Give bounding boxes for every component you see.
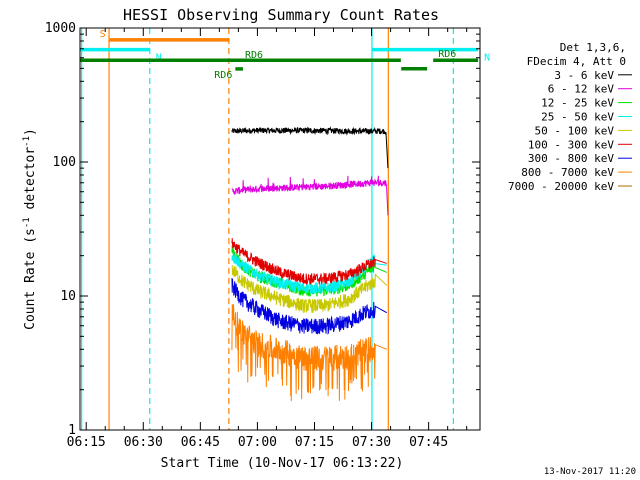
y-tick-label-2: 100 (53, 155, 76, 170)
legend-header-1: FDecim 4, Att 0 (527, 55, 626, 68)
y-axis: 1 10 100 1000 (45, 21, 480, 438)
flag-label-1: N (156, 53, 162, 64)
legend-entry-4: 12 - 25 keV (541, 97, 614, 110)
plot-frame (79, 27, 481, 431)
y-axis-label-main: Count Rate (s (23, 228, 38, 330)
legend-entry-9: 800 - 7000 keV (521, 166, 614, 179)
legend-header-0: Det 1,3,6, (560, 41, 626, 54)
flag-label-4: RD6 (438, 49, 456, 60)
chart-title: HESSI Observing Summary Count Rates (123, 6, 439, 24)
x-tick-label-1: 06:30 (124, 435, 163, 450)
series-line-1 (231, 175, 389, 216)
x-axis: 06:15 06:30 06:45 07:00 07:15 07:30 07:45 (67, 28, 468, 450)
footer-date: 13-Nov-2017 11:20 (544, 467, 636, 477)
flag-label-2: N (484, 53, 490, 64)
series-line-4 (231, 264, 388, 313)
x-tick-label-4: 07:15 (295, 435, 334, 450)
observing-flags: S N N RD6 RD6 RD6 (80, 29, 490, 81)
y-tick-label-3: 1000 (45, 21, 76, 36)
legend-entry-5: 25 - 50 keV (541, 111, 614, 124)
x-tick-label-2: 06:45 (181, 435, 220, 450)
y-axis-label-end: ) (23, 128, 38, 136)
flag-label-5: RD6 (214, 70, 232, 81)
legend-entry-7: 100 - 300 keV (528, 138, 614, 151)
y-tick-label-0: 1 (68, 423, 76, 438)
flag-label-0: S (100, 29, 106, 40)
y-axis-label-mid: detector (23, 147, 38, 218)
y-axis-label-sup2: -1 (22, 136, 32, 147)
y-tick-label-1: 10 (60, 289, 76, 304)
legend-entry-3: 6 - 12 keV (548, 83, 615, 96)
legend-entry-6: 50 - 100 keV (535, 124, 615, 137)
legend-entry-8: 300 - 800 keV (528, 152, 614, 165)
series-line-6 (231, 278, 388, 336)
legend-entry-10: 7000 - 20000 keV (508, 180, 614, 193)
x-tick-label-5: 07:30 (352, 435, 391, 450)
y-axis-label-sup1: -1 (22, 217, 32, 228)
legend-entry-2: 3 - 6 keV (554, 69, 614, 82)
x-axis-label: Start Time (10-Nov-17 06:13:22) (161, 456, 404, 471)
y-axis-label: Count Rate (s-1 detector-1) (22, 128, 38, 330)
series-line-5 (231, 238, 387, 285)
x-tick-label-3: 07:00 (238, 435, 277, 450)
x-tick-label-0: 06:15 (67, 435, 106, 450)
series-line-0 (231, 126, 389, 169)
series-lines (231, 126, 389, 401)
vertical-markers (81, 28, 454, 430)
flag-label-3: RD6 (245, 50, 263, 61)
series-line-3 (231, 253, 387, 295)
x-tick-label-6: 07:45 (409, 435, 448, 450)
series-line-7 (231, 304, 387, 401)
